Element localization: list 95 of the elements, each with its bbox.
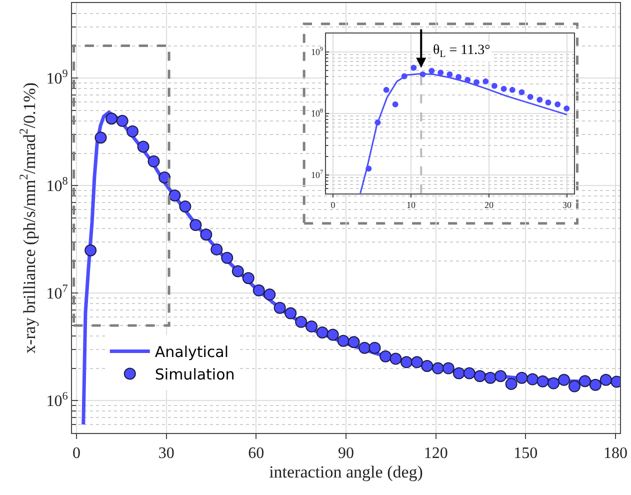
point <box>410 356 423 368</box>
x-tick-label: 60 <box>248 445 264 462</box>
x-axis-title: interaction angle (deg) <box>269 462 423 482</box>
point <box>337 334 350 347</box>
point <box>463 367 476 380</box>
x-tick-label: 120 <box>424 445 448 462</box>
point <box>137 140 150 153</box>
point <box>494 370 507 382</box>
point <box>316 326 328 339</box>
point <box>410 64 417 71</box>
point <box>252 284 265 296</box>
point <box>505 378 518 390</box>
point <box>428 68 435 74</box>
point <box>527 94 534 100</box>
point <box>232 265 244 278</box>
point <box>484 372 496 384</box>
point <box>578 375 591 388</box>
point <box>464 76 471 83</box>
point <box>210 243 223 256</box>
point <box>264 288 276 301</box>
point <box>368 342 381 354</box>
point <box>116 114 128 127</box>
legend-label: Simulation <box>154 366 235 384</box>
point <box>554 101 561 108</box>
x-tick-label: 180 <box>604 445 628 462</box>
point <box>221 252 234 264</box>
point <box>500 86 507 92</box>
point <box>420 71 426 78</box>
point <box>438 70 444 76</box>
point <box>392 101 398 108</box>
point <box>509 86 516 93</box>
x-tick-label: 90 <box>338 445 354 462</box>
point <box>401 73 408 80</box>
point <box>400 356 412 368</box>
point <box>390 352 402 365</box>
y-tick-label: 10$^{9}$ <box>311 46 324 57</box>
point <box>326 328 339 341</box>
point <box>474 79 480 86</box>
point <box>536 375 549 388</box>
point <box>148 155 160 168</box>
point <box>589 378 602 391</box>
point <box>358 342 371 354</box>
point <box>84 244 97 256</box>
point <box>456 74 462 80</box>
point <box>383 86 390 93</box>
point <box>306 320 318 332</box>
point <box>421 360 434 372</box>
point <box>179 200 192 212</box>
point <box>491 82 498 89</box>
point <box>126 125 138 138</box>
legend-label: Analytical <box>154 343 229 362</box>
point <box>600 374 612 386</box>
x-tick-label: 20 <box>484 200 494 210</box>
point <box>442 362 454 374</box>
point <box>452 367 465 380</box>
point <box>380 350 392 362</box>
point <box>158 172 171 184</box>
x-tick-label: 30 <box>158 445 174 462</box>
point <box>94 132 107 144</box>
point <box>284 307 297 320</box>
y-tick-label: 10$^{8}$ <box>46 176 68 196</box>
point <box>482 78 489 84</box>
x-tick-label: 0 <box>72 445 80 462</box>
y-tick-label: 10$^{8}$ <box>311 108 324 118</box>
point <box>548 377 560 390</box>
annotation: θ$_{L}$ = 11.3° <box>433 43 490 60</box>
point <box>545 99 552 106</box>
x-tick-label: 30 <box>562 200 572 210</box>
point <box>432 362 444 374</box>
x-tick-label: 150 <box>514 445 538 462</box>
point <box>168 189 181 202</box>
point <box>295 316 308 328</box>
point <box>374 119 381 126</box>
point <box>536 96 543 103</box>
point <box>200 228 212 241</box>
y-tick-label: 10$^{9}$ <box>46 68 68 88</box>
point <box>518 89 525 96</box>
y-tick-label: 10$^{7}$ <box>46 283 68 303</box>
point <box>348 336 360 348</box>
y-tick-label: 10$^{7}$ <box>311 169 324 180</box>
point <box>526 373 539 386</box>
point <box>564 105 570 112</box>
x-tick-label: 0 <box>330 200 336 210</box>
point <box>516 372 528 384</box>
point <box>446 71 453 78</box>
point <box>190 219 202 232</box>
point <box>568 380 580 392</box>
point <box>558 374 570 386</box>
point <box>474 370 486 382</box>
y-tick-label: 10$^{6}$ <box>46 390 68 410</box>
point <box>242 272 254 284</box>
point <box>274 302 286 314</box>
point <box>366 166 372 172</box>
point <box>106 112 118 125</box>
x-tick-label: 10 <box>406 200 416 210</box>
